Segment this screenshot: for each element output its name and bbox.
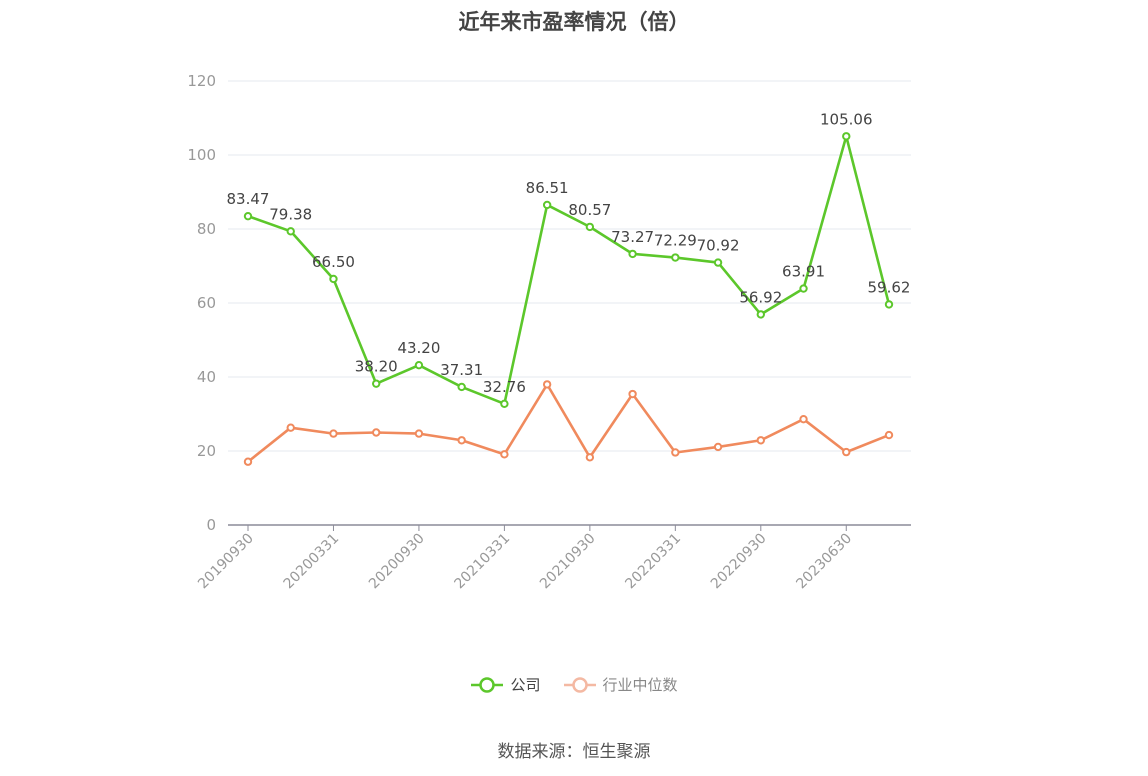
series-1-point-6 (500, 450, 509, 459)
data-source: 数据来源：恒生聚源 (497, 742, 651, 762)
series-0-point-12 (756, 310, 765, 319)
series-1-point-5 (457, 436, 466, 445)
data-label-12: 56.92 (739, 288, 782, 306)
x-tick-label-20200930: 20200930 (366, 531, 428, 593)
series-0-point-11 (713, 258, 723, 267)
data-label-1: 79.38 (269, 205, 312, 223)
y-tick-label-100: 100 (187, 146, 216, 164)
series-0-point-2 (329, 274, 338, 284)
legend-label-company: 公司 (510, 676, 541, 694)
series-1-point-11 (713, 442, 723, 452)
axes: 0 20 40 60 80 100 120 20190930 20200331 20200930 2… (187, 72, 911, 592)
data-label-6: 32.76 (483, 378, 526, 396)
data-label-14: 105.06 (820, 110, 873, 128)
data-label-10: 72.29 (654, 232, 697, 250)
legend-marker-industry-icon (563, 676, 596, 693)
series-1-point-0 (243, 457, 253, 466)
series-0-point-14 (842, 132, 851, 141)
data-label-8: 80.57 (568, 201, 611, 219)
pe-ratio-line-chart: 0 20 40 60 80 100 120 20190930 20200331 20200930 2… (187, 72, 911, 592)
series-line-0 (247, 134, 891, 406)
data-label-4: 43.20 (397, 339, 440, 357)
data-label-5: 37.31 (440, 361, 483, 379)
series-lines (243, 132, 894, 466)
legend-marker-company-icon (471, 676, 504, 693)
x-tick-label-20220331: 20220331 (622, 531, 684, 593)
y-tick-label-80: 80 (197, 220, 216, 238)
series-0-point-3 (372, 379, 381, 388)
series-0-point-0 (243, 211, 253, 221)
series-1-point-1 (286, 423, 295, 432)
series-line-1 (247, 383, 890, 463)
y-tick-label-60: 60 (197, 294, 216, 312)
legend-label-industry-median: 行业中位数 (602, 676, 678, 694)
series-0-point-7 (542, 200, 552, 210)
x-tick-label-20210930: 20210930 (537, 531, 599, 593)
series-1-point-8 (585, 453, 595, 462)
x-tick-label-20210331: 20210331 (452, 531, 514, 593)
series-1-point-12 (756, 436, 765, 445)
series-0-point-8 (585, 222, 595, 232)
data-label-11: 70.92 (697, 237, 740, 255)
x-tick-label-20200331: 20200331 (281, 531, 343, 593)
y-tick-label-20: 20 (197, 442, 216, 460)
series-0-point-9 (628, 249, 637, 259)
data-label-15: 59.62 (868, 278, 911, 296)
series-1-point-9 (628, 389, 637, 399)
series-0-point-10 (671, 253, 680, 262)
series-0-point-4 (414, 360, 424, 370)
y-tick-label-120: 120 (187, 72, 216, 90)
x-tick-label-20220930: 20220930 (708, 531, 770, 593)
series-0-point-6 (500, 399, 509, 408)
data-label-7: 86.51 (526, 179, 569, 197)
legend: 公司 行业中位数 (0, 674, 1148, 695)
x-tick-label-20230630: 20230630 (793, 531, 855, 593)
series-1-point-10 (671, 448, 680, 457)
data-label-2: 66.50 (312, 253, 355, 271)
x-tick-label-20190930: 20190930 (195, 531, 257, 593)
series-1-point-3 (372, 428, 381, 437)
data-label-0: 83.47 (227, 190, 270, 208)
legend-item-company[interactable]: 公司 (470, 674, 541, 695)
chart-title: 近年来市盈率情况（倍） (458, 10, 690, 34)
grid-lines (228, 80, 911, 452)
legend-item-industry-median[interactable]: 行业中位数 (563, 674, 678, 695)
series-1-point-14 (842, 447, 851, 457)
series-0-point-13 (799, 284, 808, 293)
series-1-point-4 (414, 429, 424, 438)
series-1-point-13 (799, 414, 808, 424)
series-1-point-7 (542, 380, 552, 389)
data-label-9: 73.27 (611, 228, 654, 246)
data-label-3: 38.20 (355, 358, 398, 376)
series-1-point-2 (329, 429, 338, 438)
y-tick-label-40: 40 (197, 368, 216, 386)
data-label-13: 63.91 (782, 263, 825, 281)
series-0-point-15 (884, 300, 894, 309)
series-0-point-5 (457, 382, 466, 392)
series-1-point-15 (884, 430, 894, 440)
y-tick-label-0: 0 (206, 516, 216, 534)
series-0-point-1 (286, 227, 295, 236)
